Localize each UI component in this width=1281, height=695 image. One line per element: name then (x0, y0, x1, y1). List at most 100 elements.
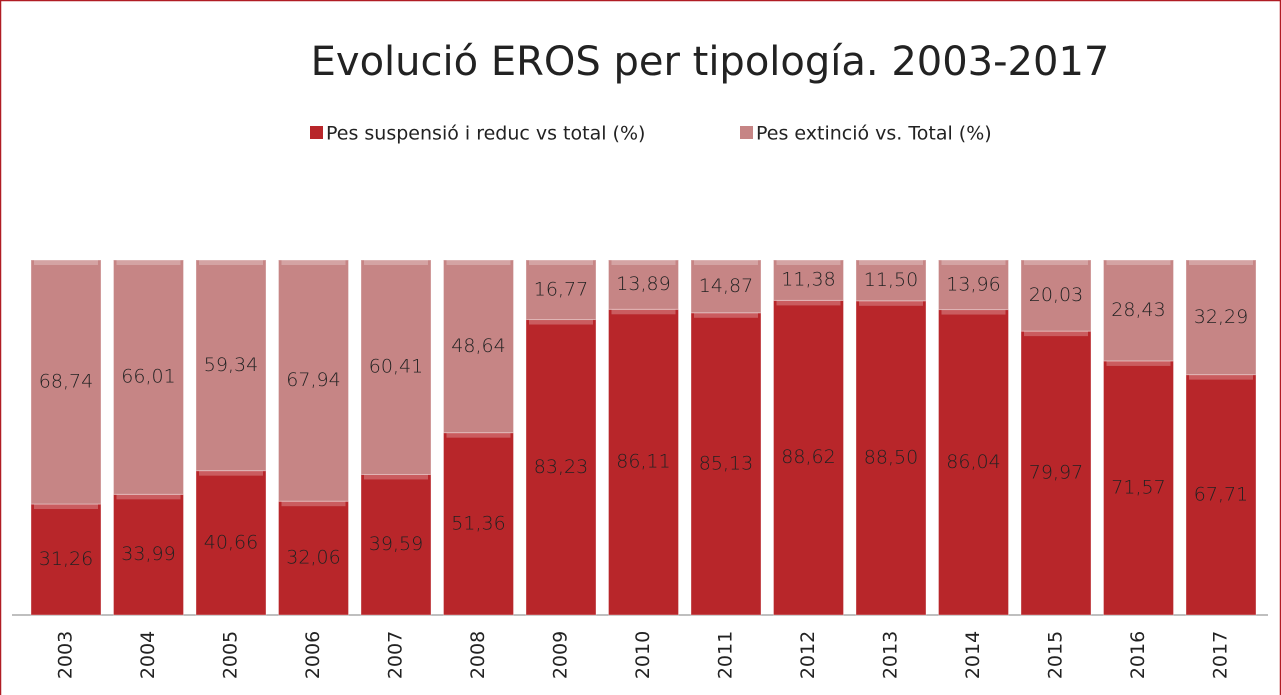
value-label: 51,36 (451, 512, 505, 534)
bar-highlight (776, 300, 841, 306)
bar-segment (773, 299, 844, 616)
bar-highlight (611, 260, 676, 265)
bar-segment (1103, 259, 1174, 362)
bar-segment (1103, 360, 1174, 616)
bar-highlight (1189, 374, 1253, 380)
x-tick-label: 2006 (302, 631, 324, 679)
bar-segment (1185, 259, 1257, 376)
legend-label: Pes suspensió i reduc vs total (%) (326, 123, 645, 145)
value-label: 71,57 (1111, 476, 1165, 498)
value-label: 67,94 (286, 369, 340, 391)
value-label: 68,74 (39, 371, 93, 393)
value-label: 40,66 (204, 531, 258, 553)
bar-segment (113, 493, 184, 616)
value-label: 66,01 (121, 366, 175, 388)
chart-title: Evolució EROS per tipología. 2003-2017 (311, 39, 1110, 85)
legend-swatch (310, 126, 323, 139)
value-label: 86,11 (616, 451, 670, 473)
bar-highlight (364, 260, 428, 265)
bar-highlight (859, 260, 923, 265)
value-label: 83,23 (534, 456, 588, 478)
value-label: 39,59 (369, 533, 423, 555)
value-label: 13,89 (616, 273, 670, 295)
x-tick-label: 2005 (220, 631, 242, 679)
bar-highlight (446, 260, 511, 265)
x-tick-label: 2013 (880, 631, 902, 679)
bar-segment (938, 259, 1009, 311)
bar-highlight (1024, 331, 1088, 337)
x-tick-label: 2014 (962, 631, 984, 679)
bar-segment (938, 309, 1009, 616)
bar-highlight (281, 501, 346, 507)
bar-highlight (34, 504, 98, 510)
bar-highlight (34, 260, 98, 265)
bar-highlight (611, 309, 676, 315)
bar-highlight (199, 470, 263, 476)
x-tick-label: 2010 (632, 631, 654, 679)
bar-highlight (116, 494, 181, 500)
bar-highlight (529, 319, 593, 325)
bar-segment (443, 432, 514, 616)
value-label: 33,99 (121, 543, 175, 565)
bar-highlight (364, 474, 428, 480)
bar-segment (773, 259, 844, 301)
bar-segment (525, 259, 597, 321)
bar-segment (360, 473, 432, 616)
value-label: 88,50 (864, 446, 918, 468)
bar-segment (278, 259, 349, 502)
bar-segment (360, 259, 432, 475)
value-label: 28,43 (1111, 299, 1165, 321)
bar-highlight (199, 260, 263, 265)
x-tick-label: 2007 (385, 631, 407, 679)
value-label: 13,96 (946, 273, 1000, 295)
value-label: 86,04 (946, 451, 1000, 473)
x-tick-label: 2004 (137, 631, 159, 679)
bar-highlight (446, 432, 511, 438)
bar-segment (1185, 374, 1257, 616)
value-label: 11,38 (781, 269, 835, 291)
x-tick-label: 2008 (467, 631, 489, 679)
value-label: 16,77 (534, 278, 588, 300)
bar-highlight (941, 260, 1006, 265)
value-label: 20,03 (1029, 284, 1083, 306)
value-label: 31,26 (39, 548, 93, 570)
legend-label: Pes extinció vs. Total (%) (756, 123, 992, 145)
value-label: 79,97 (1029, 462, 1083, 484)
bar-segment (195, 259, 267, 472)
bar-highlight (1106, 260, 1171, 265)
x-tick-label: 2011 (715, 631, 737, 679)
x-tick-label: 2012 (797, 631, 819, 679)
bar-segment (608, 308, 679, 616)
x-tick-label: 2009 (550, 631, 572, 679)
bar-highlight (281, 260, 346, 265)
bar-highlight (116, 260, 181, 265)
bar-segment (30, 259, 102, 505)
bar-highlight (1189, 260, 1253, 265)
bar-segment (1020, 330, 1092, 616)
value-label: 11,50 (864, 269, 918, 291)
bar-segment (855, 300, 927, 616)
value-label: 85,13 (699, 452, 753, 474)
value-label: 67,71 (1194, 483, 1248, 505)
bar-highlight (1024, 260, 1088, 265)
value-label: 48,64 (451, 335, 505, 357)
bar-segment (690, 312, 762, 616)
bar-highlight (941, 309, 1006, 315)
bar-highlight (694, 312, 758, 318)
bar-segment (443, 259, 514, 434)
value-label: 60,41 (369, 356, 423, 378)
value-label: 14,87 (699, 275, 753, 297)
bar-segment (278, 500, 349, 616)
x-tick-label: 2015 (1045, 631, 1067, 679)
bar-segment (525, 319, 597, 616)
x-tick-label: 2003 (55, 631, 77, 679)
bar-highlight (859, 300, 923, 306)
bar-segment (1020, 259, 1092, 332)
bar-highlight (694, 260, 758, 265)
bar-segment (608, 259, 679, 310)
bar-segment (855, 259, 927, 302)
value-label: 59,34 (204, 354, 258, 376)
bar-segment (113, 259, 184, 495)
bar-segment (195, 470, 267, 616)
